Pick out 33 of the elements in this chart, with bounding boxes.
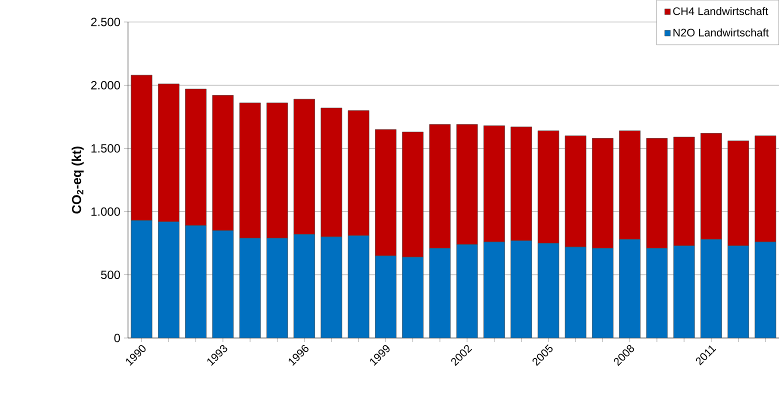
bar (592, 248, 614, 338)
bar (130, 220, 152, 338)
y-tick-label: 500 (101, 270, 120, 280)
bar (320, 236, 342, 338)
bar (456, 244, 478, 338)
bar (538, 243, 560, 338)
bar (728, 246, 750, 338)
bar (619, 239, 641, 338)
bar (754, 242, 776, 338)
bar (374, 256, 396, 338)
bar (239, 238, 261, 338)
y-tick-label: 1.000 (91, 207, 120, 216)
bar (673, 246, 695, 338)
y-tick-label: 2.000 (91, 80, 120, 90)
y-tick-label: 1.500 (91, 144, 120, 153)
bar (212, 230, 234, 338)
y-tick-label: 0 (114, 334, 120, 342)
bar (483, 242, 505, 338)
bar (646, 248, 668, 338)
y-tick-label: 2.500 (91, 18, 120, 26)
y-axis-title: CO$_{2}$-eq (kt) (72, 146, 84, 214)
bar (158, 222, 180, 338)
bar (266, 238, 288, 338)
bar (510, 240, 532, 338)
bar (564, 246, 586, 338)
bar (700, 239, 722, 338)
bar (294, 234, 316, 338)
bar (348, 235, 370, 338)
legend-label: CH4 Landwirtschaft (673, 7, 768, 16)
bar (185, 225, 207, 338)
legend-label: N2O Landwirtschaft (674, 28, 769, 36)
bar (402, 256, 424, 338)
bar (429, 248, 451, 338)
